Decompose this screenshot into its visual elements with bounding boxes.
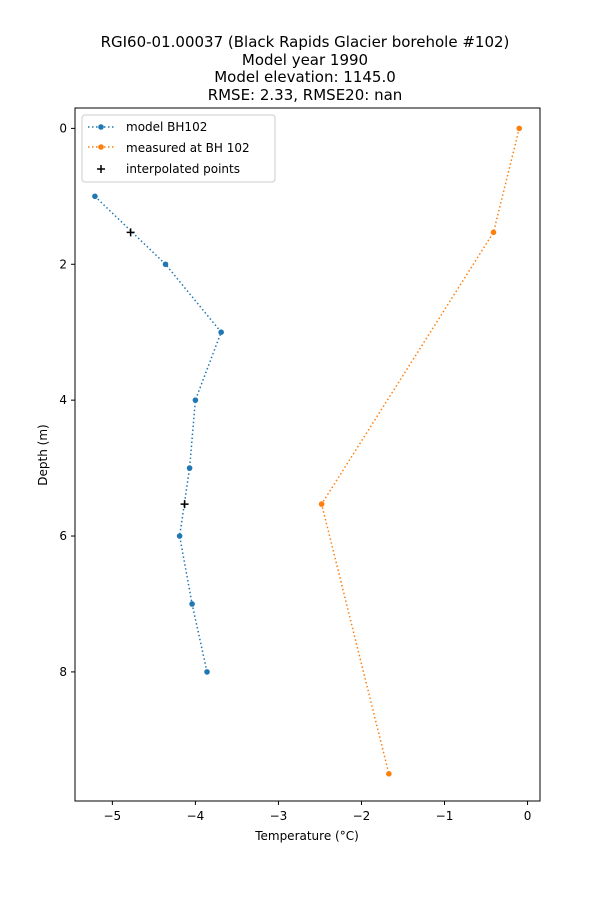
- data-point: [218, 329, 224, 336]
- data-point: [176, 533, 183, 539]
- x-axis-label: Temperature (°C): [254, 829, 359, 843]
- y-axis-label: Depth (m): [36, 424, 50, 485]
- chart-title: RGI60-01.00037 (Black Rapids Glacier bor…: [101, 33, 510, 104]
- data-point: [92, 193, 98, 200]
- legend-label-model: model BH102: [126, 120, 207, 134]
- title-line-2: Model year 1990: [242, 51, 368, 69]
- legend-frame: [81, 114, 276, 183]
- series-line: [94, 195, 222, 673]
- series-1: [318, 125, 523, 777]
- legend-plus-mark: [97, 165, 105, 173]
- data-point: [516, 125, 523, 132]
- y-tick-label: 8: [59, 665, 67, 679]
- data-point: [490, 229, 497, 236]
- data-point: [318, 501, 325, 507]
- data-point: [192, 397, 199, 403]
- y-tick-label: 6: [59, 529, 67, 543]
- x-tick-label: 0: [524, 809, 532, 823]
- data-point: [204, 669, 210, 675]
- plot-area-frame: [74, 107, 541, 802]
- interpolated-point: [126, 228, 135, 237]
- y-axis: 0 2 4 6 8: [59, 121, 75, 679]
- x-tick-label: −1: [436, 809, 454, 823]
- series-layer: [92, 125, 523, 777]
- legend-label-measured: measured at BH 102: [126, 141, 250, 155]
- data-point: [186, 465, 193, 471]
- legend-marker-measured: [98, 144, 104, 150]
- x-tick-label: −4: [187, 809, 205, 823]
- x-tick-label: −2: [353, 809, 371, 823]
- x-tick-label: −5: [104, 809, 122, 823]
- legend-label-interpolated: interpolated points: [126, 162, 240, 176]
- title-line-1: RGI60-01.00037 (Black Rapids Glacier bor…: [101, 33, 510, 51]
- series-0: [92, 193, 224, 675]
- x-axis: −5 −4 −3 −2 −1 0: [104, 801, 532, 823]
- legend-marker-model: [98, 124, 104, 130]
- data-point: [162, 261, 169, 268]
- data-point: [189, 601, 195, 607]
- series-2: [126, 228, 189, 509]
- series-line: [320, 128, 520, 775]
- x-tick-label: −3: [270, 809, 288, 823]
- y-tick-label: 2: [59, 257, 67, 271]
- legend-marker-interpolated: [97, 165, 105, 173]
- y-tick-label: 4: [59, 393, 67, 407]
- interpolated-point: [180, 500, 189, 509]
- title-line-4: RMSE: 2.33, RMSE20: nan: [208, 86, 403, 104]
- data-point: [386, 771, 392, 777]
- y-tick-label: 0: [59, 121, 67, 135]
- legend: model BH102 measured at BH 102 interpola…: [81, 114, 276, 183]
- title-line-3: Model elevation: 1145.0: [214, 68, 396, 86]
